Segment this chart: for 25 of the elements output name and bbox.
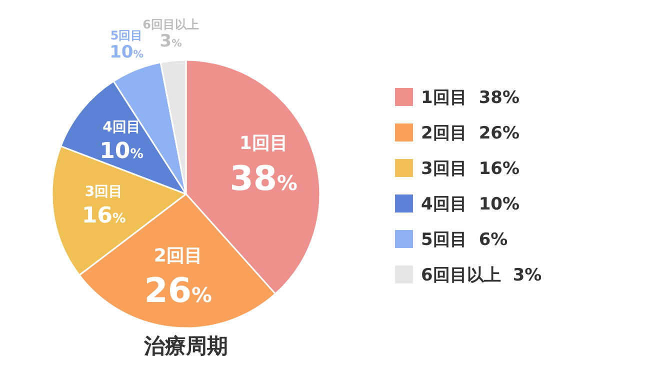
legend-label: 1回目	[421, 88, 467, 108]
data-label: 3%	[512, 266, 542, 286]
text: 26%	[144, 271, 212, 312]
text: 3%	[160, 32, 182, 52]
text: 治療周期	[143, 334, 228, 358]
slice-label: 1回目	[239, 133, 288, 154]
text: 10%	[100, 139, 144, 164]
slice-label: 6回目以上	[142, 18, 199, 32]
data-label: 10%	[478, 194, 520, 214]
legend-label: 5回目	[421, 230, 467, 250]
text: 10%	[110, 42, 144, 62]
slice-label: 3回目	[84, 184, 123, 200]
text: 16%	[82, 203, 126, 228]
data-label: 6%	[478, 230, 508, 250]
slice-label: 4回目	[102, 120, 140, 136]
legend-label: 4回目	[421, 194, 467, 214]
legend-label: 3回目	[421, 159, 467, 179]
data-label: 26%	[478, 124, 520, 144]
data-label: 16%	[478, 159, 520, 179]
legend-label: 6回目以上	[421, 266, 501, 286]
text: 38%	[230, 158, 298, 199]
data-label: 38%	[478, 88, 520, 108]
slice-label: 5回目	[110, 28, 143, 42]
slice-label: 2回目	[154, 245, 202, 266]
legend-label: 2回目	[421, 124, 467, 144]
